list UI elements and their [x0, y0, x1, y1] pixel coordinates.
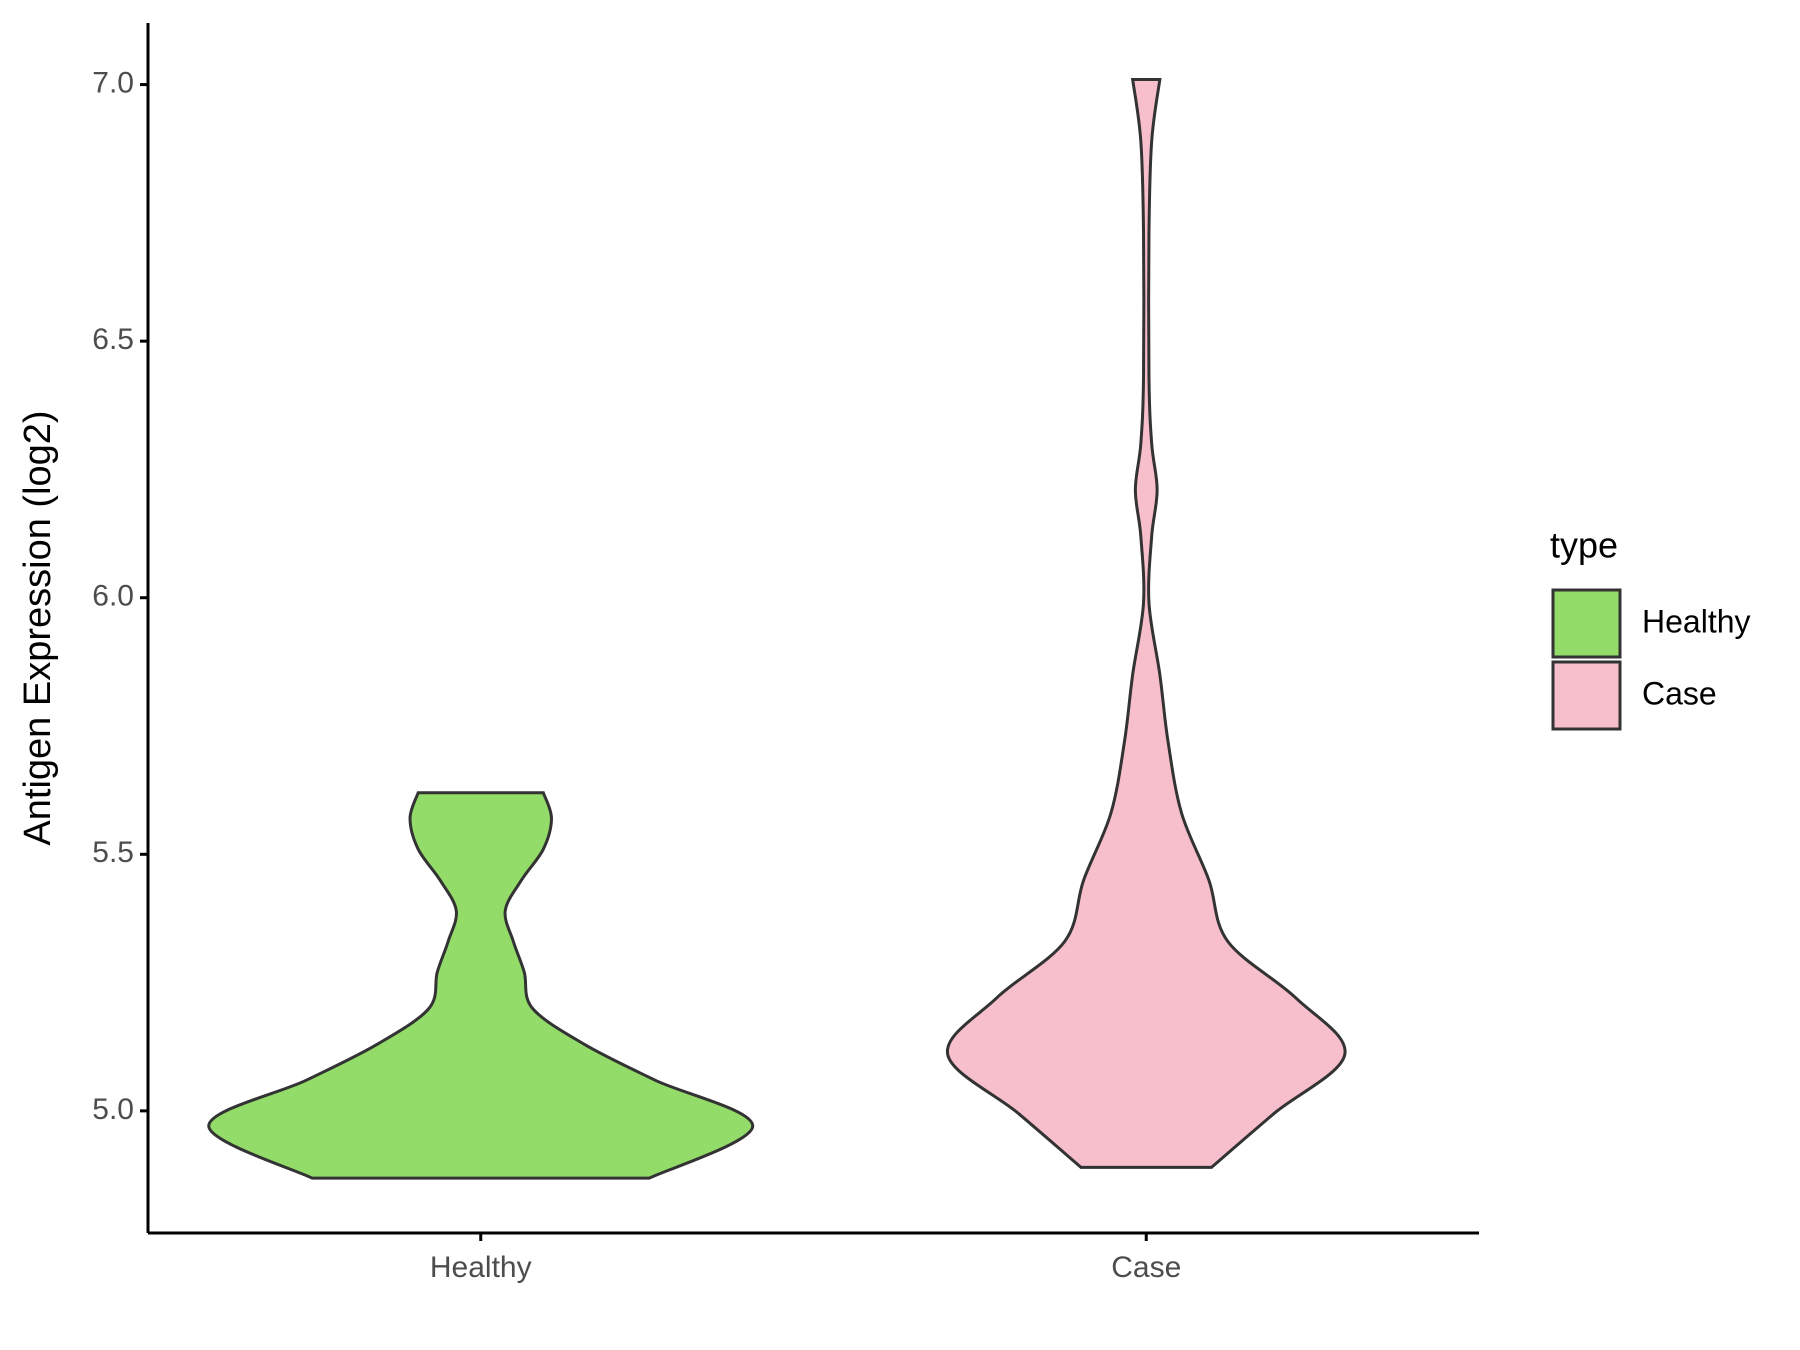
violin	[207, 791, 755, 1180]
y-tick-label: 7.0	[92, 66, 134, 99]
y-axis-title: Antigen Expression (log2)	[17, 410, 59, 845]
y-tick-label: 6.0	[92, 580, 134, 613]
y-tick-label: 5.0	[92, 1093, 134, 1126]
y-tick-label: 5.5	[92, 836, 134, 869]
x-tick-label: Case	[1111, 1251, 1181, 1284]
legend-label: Healthy	[1642, 603, 1751, 639]
legend-key	[1551, 588, 1622, 659]
violin	[946, 77, 1347, 1169]
legend-key	[1551, 660, 1622, 731]
legend-label: Case	[1642, 675, 1717, 711]
legend-title: type	[1550, 525, 1618, 566]
x-tick-label: Healthy	[430, 1251, 532, 1284]
y-tick-label: 6.5	[92, 323, 134, 356]
